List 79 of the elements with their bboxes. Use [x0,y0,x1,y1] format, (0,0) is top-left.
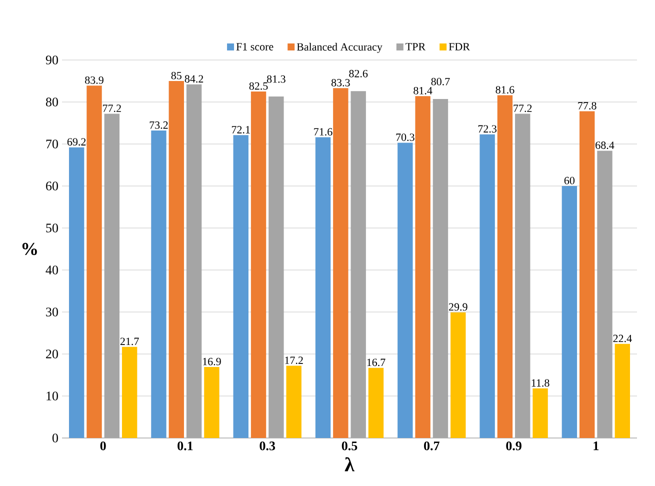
bar [168,80,184,438]
data-label: 11.8 [532,379,550,387]
x-tick-label: 0.5 [342,442,358,450]
data-label: 83.3 [331,78,350,86]
data-label: 81.3 [266,75,286,83]
legend-label: Balanced Accuracy [296,42,382,53]
data-label: 72.3 [478,125,496,133]
data-label: 83.9 [85,76,104,84]
data-label: 29.9 [449,303,468,311]
data-label: 21.7 [120,338,139,346]
legend-label: TPR [406,43,426,50]
bar [580,111,595,438]
x-axis-title: λ [344,457,354,472]
bar [415,96,430,438]
y-tick-label: 80 [46,98,58,106]
data-label: 77.2 [514,104,532,112]
data-label: 17.2 [285,356,303,364]
data-label: 68.4 [596,142,614,150]
bar [398,142,413,438]
bar [614,344,630,438]
data-label: 60 [564,176,575,184]
data-label: 85 [171,72,182,80]
bar [315,137,331,438]
x-tick-label: 0.7 [424,442,440,450]
x-tick-label: 0.1 [178,442,193,450]
data-label: 72.1 [232,126,250,134]
bar [204,367,220,438]
bar [122,346,138,438]
bar [151,130,166,438]
bar [432,99,448,438]
bar [86,86,102,438]
y-tick-label: 90 [46,56,58,64]
data-label: 82.6 [349,70,368,78]
data-label: 70.3 [396,134,414,142]
x-tick-label: 0.9 [506,442,522,450]
data-label: 16.7 [367,358,386,366]
bar [286,366,302,438]
y-tick-label: 70 [46,140,58,148]
bar [186,84,202,438]
bar [532,388,548,438]
bar [450,312,466,438]
data-label: 84.2 [184,75,204,83]
bar [480,134,495,438]
bar [597,150,612,438]
data-label: 77.2 [103,104,121,112]
data-label: 80.7 [431,78,450,86]
y-tick-label: 10 [46,392,58,400]
bar [250,91,266,438]
bar [562,186,578,438]
data-label: 73.2 [150,121,168,129]
bar [333,88,348,438]
bar [268,96,284,438]
data-label: 81.4 [414,86,432,94]
x-tick-label: 0 [100,442,106,450]
bar [233,135,248,438]
y-tick-label: 60 [46,182,58,190]
y-tick-label: 0 [52,434,58,442]
bar [497,95,513,438]
x-tick-label: 1 [594,442,599,450]
bar [68,147,84,438]
data-label: 16.9 [203,358,221,366]
data-label: 22.4 [613,334,632,342]
bar [350,91,366,438]
data-label: 81.6 [496,86,514,94]
data-label: 82.5 [249,82,268,90]
x-tick-label: 0.3 [260,442,276,450]
bar [368,368,384,438]
y-tick-label: 40 [46,266,58,274]
legend-label: FDR [448,43,470,50]
data-label: 71.6 [314,128,332,136]
data-label: 69.2 [67,138,86,146]
y-tick-label: 30 [46,308,58,316]
legend-label: F1 score [236,43,274,50]
data-label: 77.8 [578,102,596,110]
y-tick-label: 20 [46,350,58,358]
bar [515,114,530,438]
bar [104,114,120,438]
y-tick-label: 50 [46,224,58,232]
y-axis-title: % [22,242,37,256]
